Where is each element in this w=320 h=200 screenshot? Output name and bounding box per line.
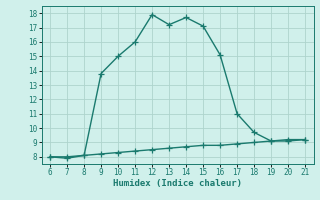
X-axis label: Humidex (Indice chaleur): Humidex (Indice chaleur)	[113, 179, 242, 188]
